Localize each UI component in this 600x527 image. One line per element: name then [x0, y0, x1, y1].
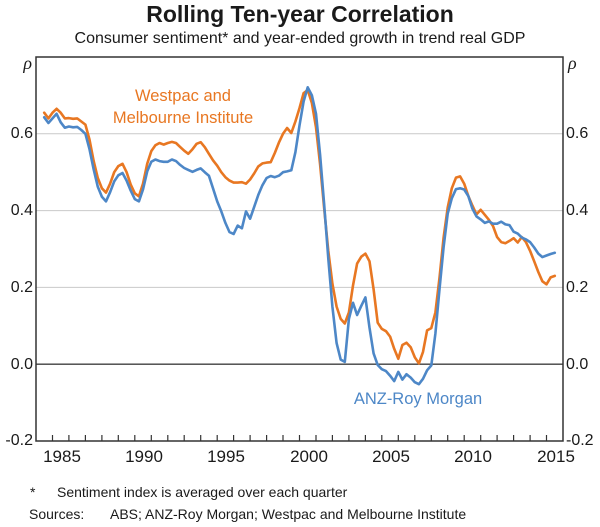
series-label-westpac-line2: Melbourne Institute [112, 109, 254, 127]
y-tick-label-right: -0.2 [566, 432, 594, 449]
x-tick-label: 2010 [454, 447, 492, 466]
y-tick-label-left: 0.6 [10, 125, 33, 142]
series-label-westpac-line1: Westpac and [134, 87, 231, 105]
y-tick-label-left: 0.0 [10, 356, 33, 373]
series-label-westpac: Westpac and Melbourne Institute [83, 85, 283, 129]
x-tick-label: 1995 [207, 447, 245, 466]
x-tick-label: 2000 [290, 447, 328, 466]
chart-subtitle: Consumer sentiment* and year-ended growt… [74, 30, 526, 47]
y-tick-label-right: 0.4 [566, 202, 589, 219]
y-tick-label-left: 0.2 [10, 279, 33, 296]
x-tick-label: 2015 [537, 447, 575, 466]
footnote-text: Sentiment index is averaged over each qu… [57, 484, 348, 500]
plot-frame [35, 56, 564, 442]
y-tick-label-right: 0.2 [566, 279, 589, 296]
y-axis-symbol-left: ρ [23, 53, 32, 73]
sources-text: ABS; ANZ-Roy Morgan; Westpac and Melbour… [110, 506, 467, 522]
x-tick-label: 1985 [43, 447, 81, 466]
y-tick-label-left: -0.2 [5, 432, 33, 449]
y-tick-label-right: 0.0 [566, 356, 589, 373]
series-label-anz: ANZ-Roy Morgan [353, 390, 483, 408]
x-tick-label: 1990 [125, 447, 163, 466]
chart-title: Rolling Ten-year Correlation [146, 1, 454, 27]
series-line-anz-roy-morgan [42, 86, 557, 386]
y-axis-symbol-right: ρ [568, 53, 577, 73]
y-tick-label-right: 0.6 [566, 125, 589, 142]
x-tick-label: 2005 [372, 447, 410, 466]
y-tick-label-left: 0.4 [10, 202, 33, 219]
footnote-marker: * [30, 484, 36, 500]
sources-label: Sources: [29, 506, 85, 522]
